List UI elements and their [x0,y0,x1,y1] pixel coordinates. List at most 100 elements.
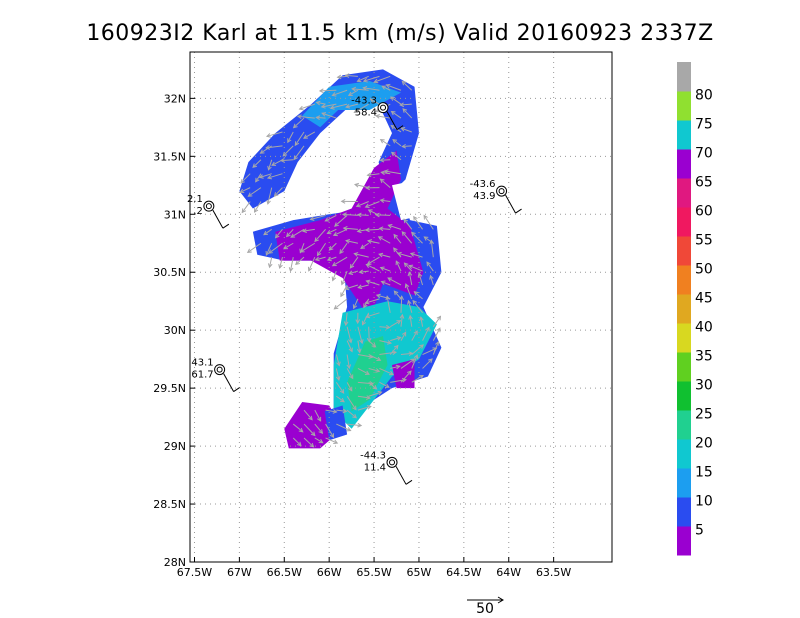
wind-vector [353,252,369,258]
wind-vector [379,324,391,330]
wind-vector [292,117,305,129]
wind-vector [266,187,273,205]
reference-vector-label: 50 [476,601,494,617]
wind-vector [329,103,348,110]
wind-vector [400,127,412,133]
wind-vector [331,270,337,282]
colorbar-label: 25 [695,406,713,422]
wind-vector [296,114,315,120]
wind-vector [422,358,433,369]
colorbar-label: 60 [695,203,713,219]
wind-vector [366,326,372,343]
y-tick-label: 29.5N [153,382,186,395]
wind-vector [385,83,402,91]
wind-vector [320,103,337,109]
chart-title: 160923I2 Karl at 11.5 km (m/s) Valid 201… [86,21,713,46]
wind-vector [239,187,251,194]
x-tick-label: 65.5W [356,566,391,579]
wind-vector [366,256,380,265]
wind-vector [429,274,434,286]
wind-vector [378,252,391,258]
wind-vector [333,298,348,310]
grid-layer [190,52,612,563]
wind-vector [404,283,413,300]
wind-vector [390,364,401,370]
wind-vector [364,298,380,305]
wind-vector [345,103,359,109]
wind-vector [316,242,326,257]
wind-vector [400,370,412,383]
wind-vector [390,96,402,105]
wind-vector [241,201,251,214]
colorbar-label: 65 [695,174,713,190]
wind-vector [401,231,413,244]
x-tick-label: 67W [227,566,252,579]
wind-vector [314,423,324,434]
wind-vector [413,215,423,230]
wind-vector [407,271,413,286]
wind-vector [365,312,380,319]
wind-vector [285,229,294,238]
wind-vector [336,395,345,403]
colorbar-label: 20 [695,435,713,451]
wind-vector [366,172,380,178]
colorbar-label: 45 [695,290,713,306]
y-tick-label: 30.5N [153,266,186,279]
wind-vector [279,158,294,163]
wind-vector [326,228,337,235]
wind-vector [379,381,390,388]
x-tick-label: 64W [496,566,521,579]
wind-vector [341,212,358,217]
x-tick-label: 67.5W [177,566,212,579]
y-tick-label: 30N [164,324,186,337]
wind-vector [267,257,273,269]
wind-vector [340,199,358,204]
wind-vector [255,173,262,183]
wind-vector [401,143,412,149]
colorbar-swatch [677,178,691,208]
station-temp: -43.3 [351,96,377,107]
wind-vector [314,437,324,444]
wind-vector [392,138,402,147]
wind-vector [303,409,313,421]
wind-vector [368,367,381,373]
wind-vector [294,131,305,147]
wind-vector [380,280,391,286]
wind-vector [432,315,442,327]
wind-vector [331,256,348,267]
reference-arrow-head [497,596,504,604]
wind-vector [307,256,316,272]
wind-vector [292,437,302,447]
wind-vector [315,100,326,106]
wind-vector [357,326,364,345]
wind-vector [423,214,434,230]
colorbar-swatch [677,352,691,382]
wind-vector [325,437,339,444]
wind-vector [253,201,262,213]
wind-vector [390,110,402,119]
wind-vector [273,187,283,197]
wind-vector [346,395,357,411]
wind-vector [417,272,424,286]
wind-vector [379,340,393,345]
colorbar-swatch [677,91,691,121]
wind-vector [356,340,362,354]
wind-vector [375,293,391,300]
wind-vector [295,256,305,266]
wind-vector [362,85,380,91]
wind-vector [396,251,412,258]
wind-vector [343,312,349,327]
wind-vector [422,326,430,341]
wind-vector [411,330,418,341]
wind-vector [303,131,316,139]
wind-vector [346,326,353,344]
wind-vector [387,223,402,230]
wind-vector [358,269,369,275]
colorbar-swatch [677,62,691,92]
wind-vector [240,173,251,184]
wind-vector [314,409,322,422]
wind-vector [302,228,315,233]
wind-vector [290,228,305,238]
colorbar-label: 10 [695,493,713,509]
station-speed: 61.7 [191,370,213,381]
